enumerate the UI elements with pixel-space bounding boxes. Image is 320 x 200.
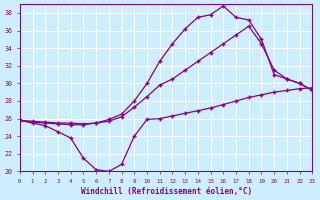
X-axis label: Windchill (Refroidissement éolien,°C): Windchill (Refroidissement éolien,°C): [81, 187, 252, 196]
